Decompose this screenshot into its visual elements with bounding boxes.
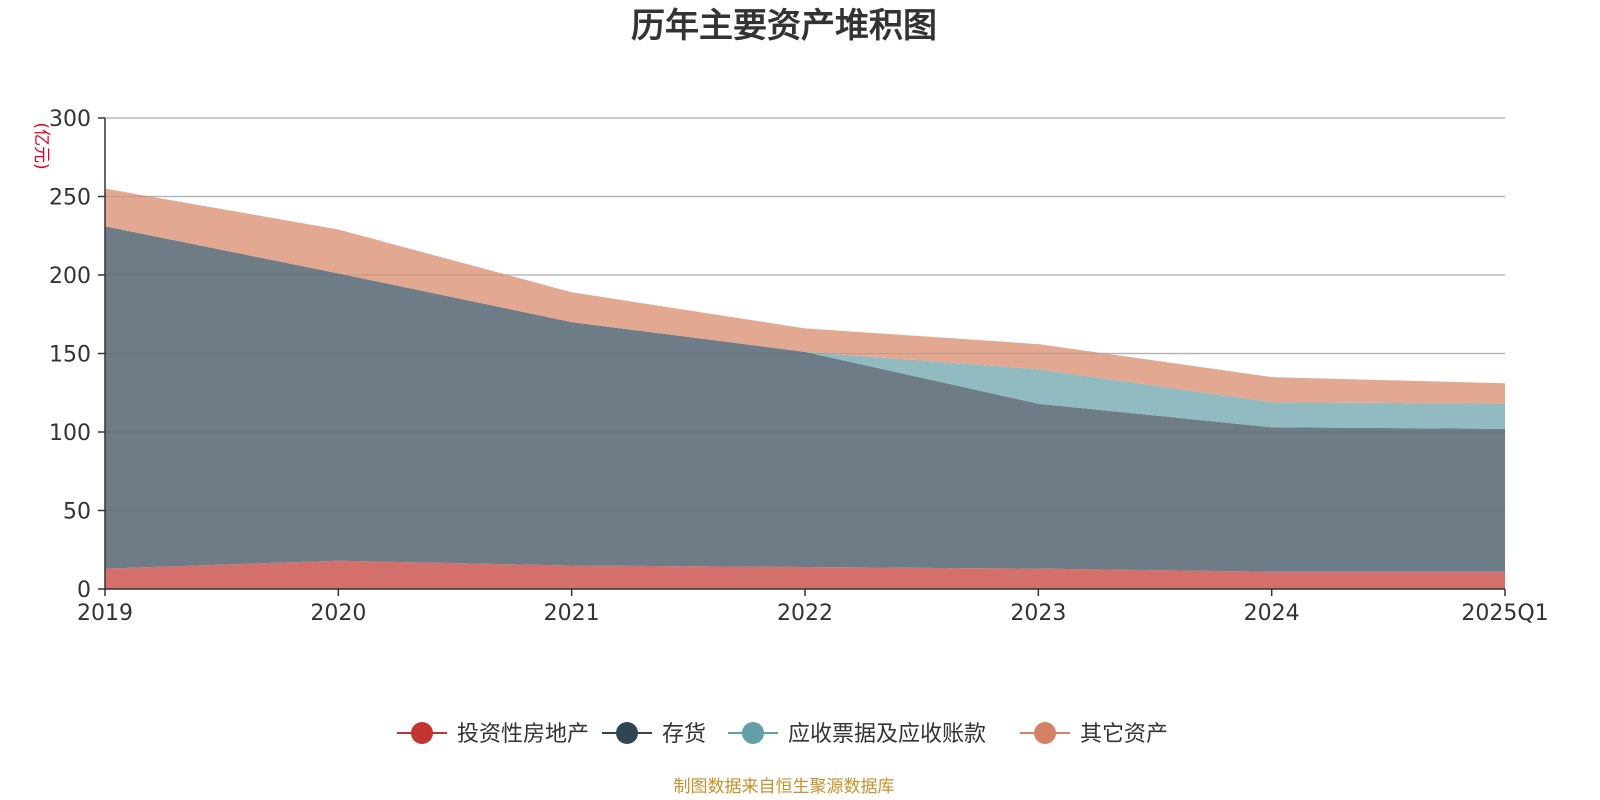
y-tick-label: 200 bbox=[49, 264, 91, 289]
legend[interactable]: 投资性房地产 存货 应收票据及应收账款 其它资产 bbox=[397, 722, 1168, 747]
y-tick-label: 300 bbox=[49, 107, 91, 132]
legend-marker bbox=[742, 722, 764, 744]
chart-title: 历年主要资产堆积图 bbox=[631, 6, 937, 46]
data-source-note: 制图数据来自恒生聚源数据库 bbox=[674, 777, 895, 797]
y-tick-label: 50 bbox=[63, 500, 91, 525]
area-series-3 bbox=[105, 188, 1505, 404]
legend-label: 存货 bbox=[662, 722, 706, 747]
y-tick-label: 0 bbox=[77, 578, 91, 603]
area-series-1 bbox=[105, 226, 1505, 572]
x-tick-label: 2025Q1 bbox=[1461, 601, 1548, 626]
legend-marker bbox=[616, 722, 638, 744]
x-tick-label: 2022 bbox=[777, 601, 833, 626]
legend-marker bbox=[1034, 722, 1056, 744]
area-series-0 bbox=[105, 560, 1505, 589]
x-tick-label: 2021 bbox=[544, 601, 600, 626]
legend-label: 应收票据及应收账款 bbox=[788, 722, 986, 747]
x-tick-label: 2020 bbox=[310, 601, 366, 626]
x-tick-label: 2023 bbox=[1010, 601, 1066, 626]
x-tick-label: 2019 bbox=[77, 601, 133, 626]
legend-marker bbox=[411, 722, 433, 744]
legend-item-2[interactable]: 应收票据及应收账款 bbox=[728, 722, 986, 747]
legend-item-1[interactable]: 存货 bbox=[602, 722, 706, 747]
legend-item-0[interactable]: 投资性房地产 bbox=[397, 722, 589, 747]
area-series-group bbox=[105, 117, 1505, 589]
x-tick-label: 2024 bbox=[1244, 601, 1300, 626]
y-tick-label: 150 bbox=[49, 343, 91, 368]
y-tick-label: 100 bbox=[49, 421, 91, 446]
area-series-2 bbox=[105, 226, 1505, 429]
legend-label: 其它资产 bbox=[1080, 722, 1168, 747]
legend-label: 投资性房地产 bbox=[457, 722, 589, 747]
y-tick-label: 250 bbox=[49, 186, 91, 211]
axes: 0 50 100 150 200 250 300 2019 2020 2021 2022 2023 20… bbox=[49, 107, 1549, 626]
y-axis-unit-label: (亿元) bbox=[31, 122, 51, 169]
legend-item-3[interactable]: 其它资产 bbox=[1020, 722, 1168, 747]
